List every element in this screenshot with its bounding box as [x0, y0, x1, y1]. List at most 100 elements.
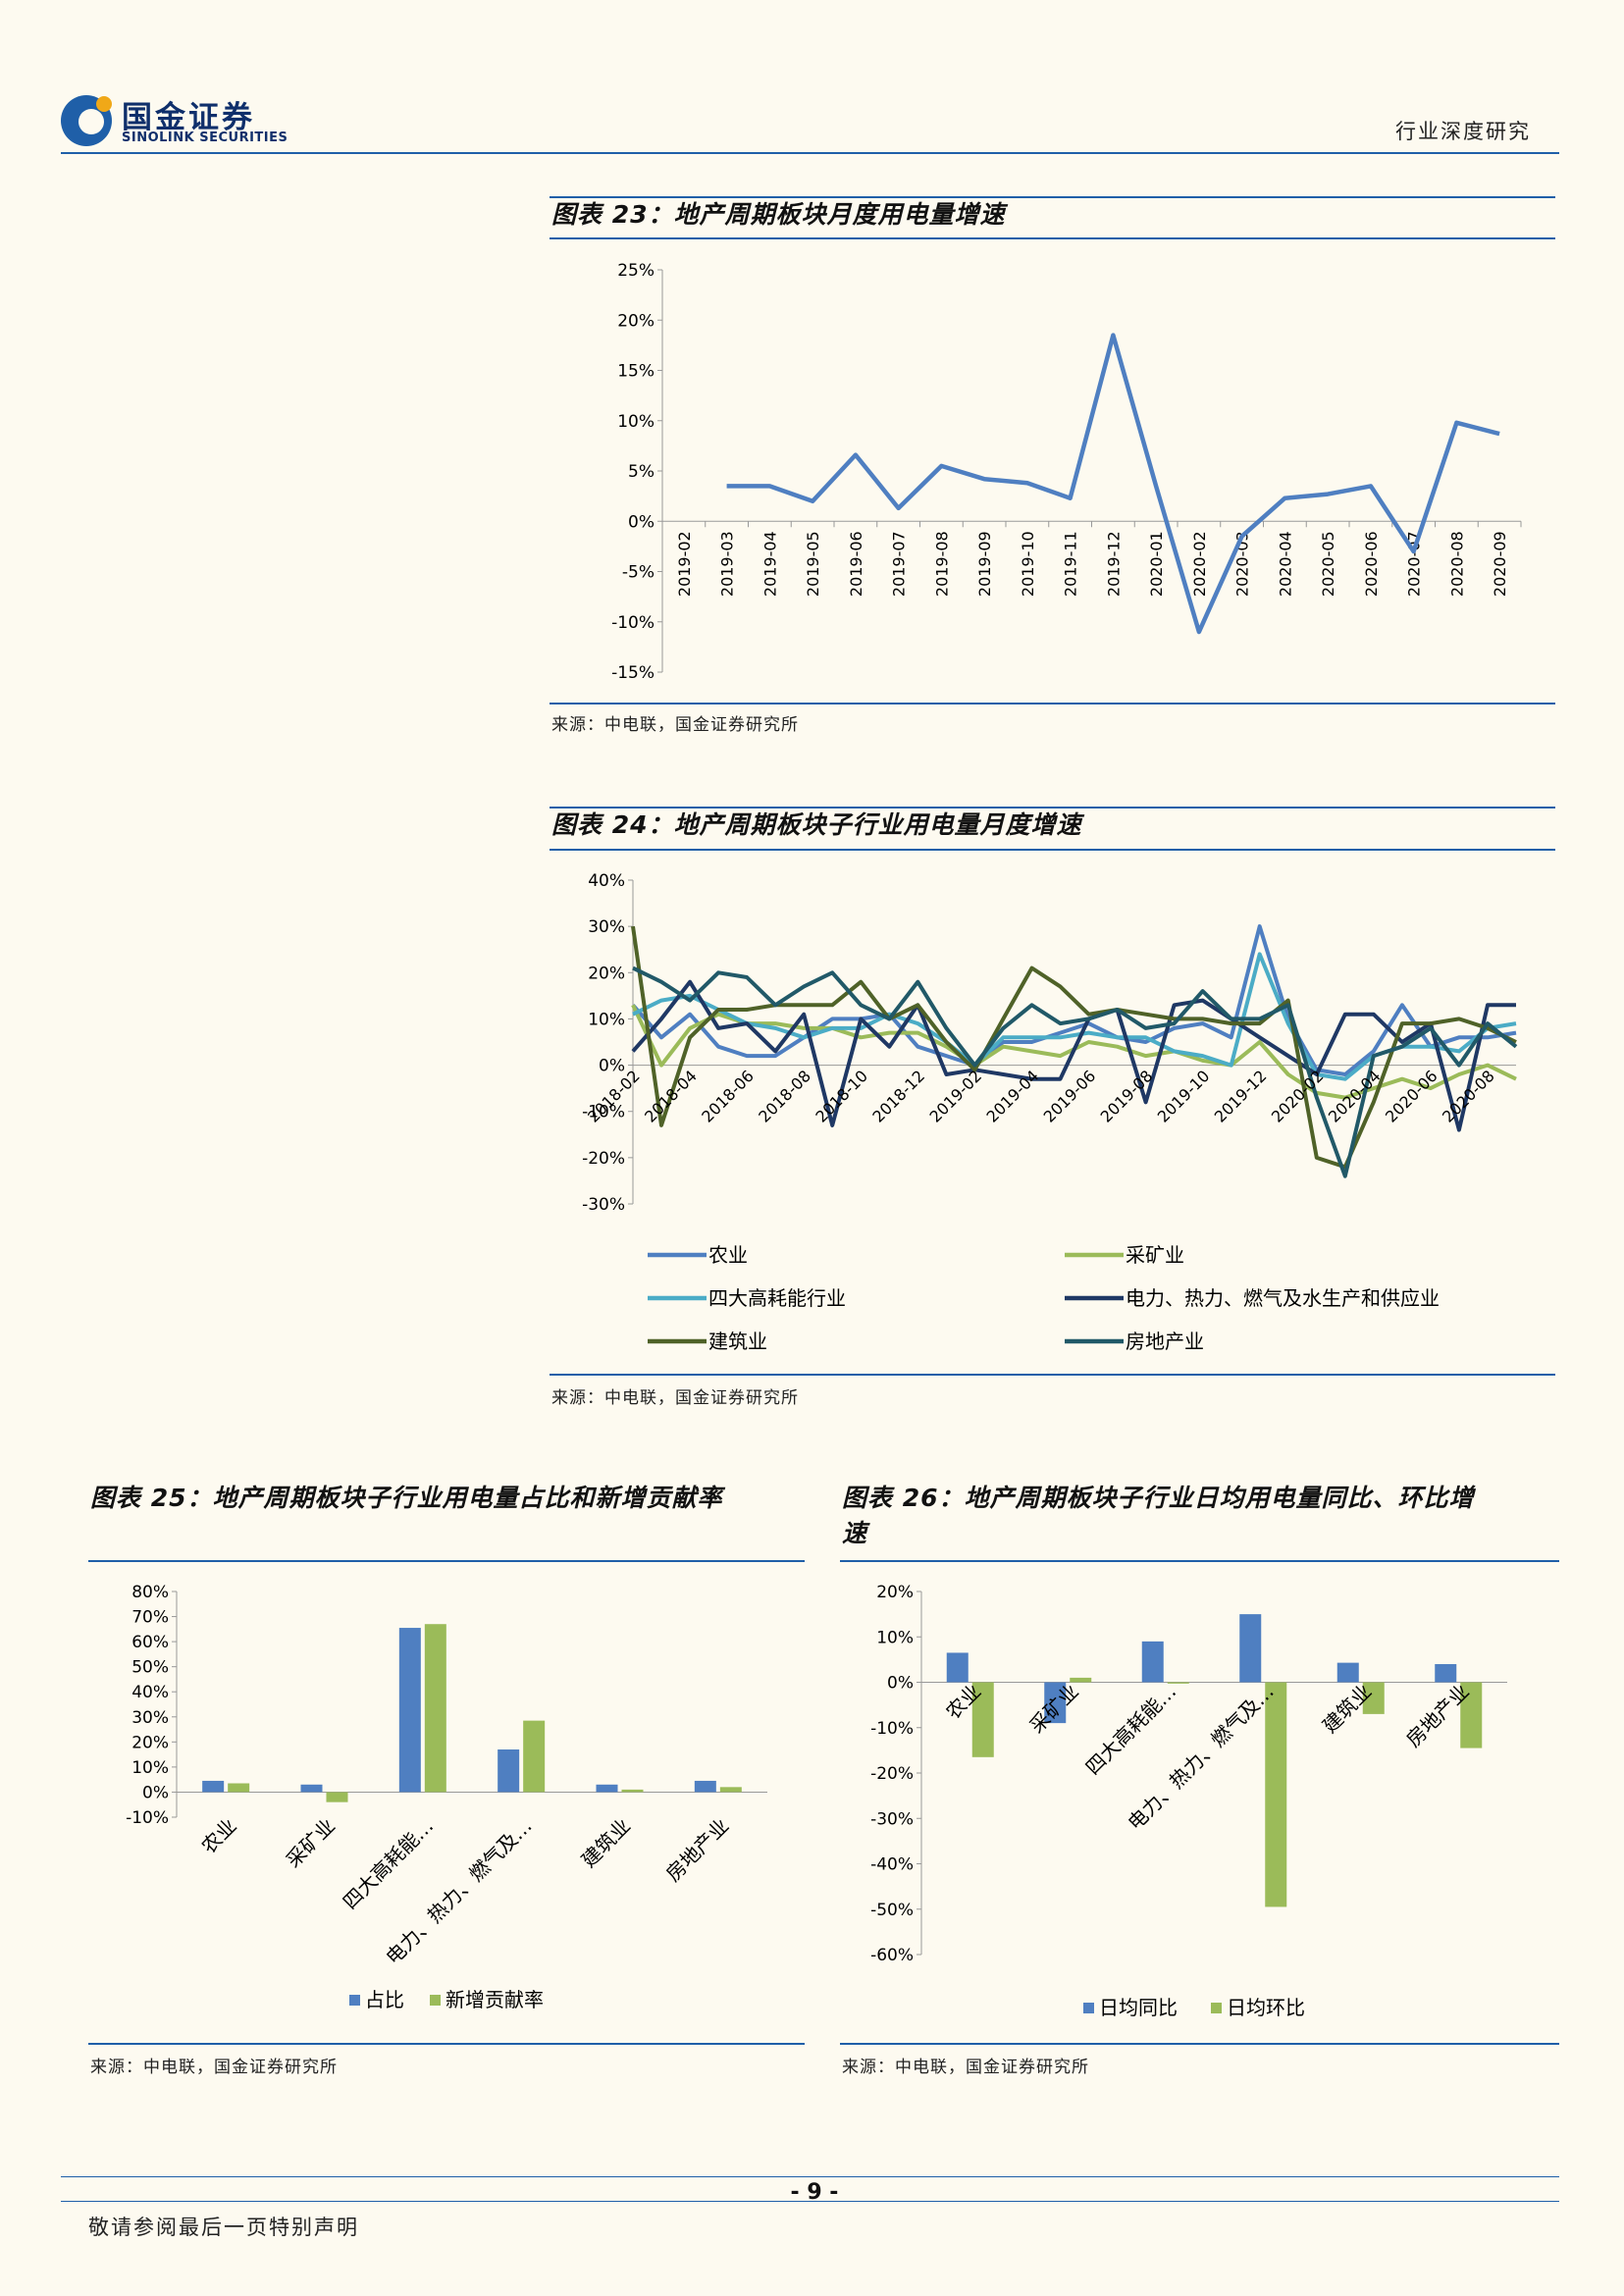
- fig24-top-rule: [550, 807, 1555, 809]
- bar: [621, 1789, 644, 1793]
- x-tick-label: 2019-06: [1040, 1067, 1100, 1126]
- x-tick-label: 四大高耗能…: [1080, 1680, 1180, 1780]
- fig25-bottom-rule: [88, 2043, 805, 2045]
- y-tick-label: 60%: [131, 1633, 169, 1652]
- logo-dot-shape: [96, 96, 112, 112]
- logo-chinese-name: 国金证券: [122, 100, 255, 135]
- x-tick-label: 2020-08: [1447, 531, 1466, 597]
- legend-label: 建筑业: [708, 1330, 767, 1353]
- legend-label: 四大高耗能行业: [708, 1286, 846, 1310]
- x-tick-label: 2019-10: [1019, 531, 1037, 597]
- x-tick-label: 2020-01: [1147, 531, 1166, 597]
- legend-label: 新增贡献率: [445, 1988, 544, 2011]
- bar: [971, 1682, 994, 1757]
- y-tick-label: -10%: [582, 1103, 625, 1122]
- legend-label: 日均同比: [1099, 1996, 1178, 2019]
- series-line: [631, 925, 1517, 1170]
- y-tick-label: 20%: [617, 311, 655, 331]
- bar: [1141, 1641, 1164, 1683]
- legend-label: 农业: [708, 1243, 748, 1267]
- x-tick-label: 2019-11: [1062, 531, 1080, 597]
- x-tick-label: 2019-02: [926, 1067, 986, 1126]
- fig26-title-line2: 速: [842, 1519, 868, 1547]
- y-tick-label: -10%: [126, 1808, 169, 1828]
- x-tick-label: 2019-09: [975, 531, 994, 597]
- bar: [228, 1783, 250, 1793]
- disclaimer: 敬请参阅最后一页特别声明: [88, 2216, 359, 2239]
- fig25-title: 图表 25：地产周期板块子行业用电量占比和新增贡献率: [90, 1484, 723, 1512]
- y-tick-label: -30%: [582, 1195, 625, 1215]
- fig23-chart: 25% 20% 15% 10% 5% 0% -5% -10% -15% 2019-02 2019-0…: [611, 261, 1522, 683]
- x-tick-label: 建筑业: [577, 1814, 635, 1872]
- x-tick-label: 2019-12: [1104, 531, 1123, 597]
- fig23-top-rule: [550, 196, 1555, 198]
- legend-label: 占比: [365, 1988, 404, 2011]
- x-tick-label: 2018-06: [698, 1067, 758, 1126]
- x-tick-label: 2019-10: [1154, 1067, 1214, 1126]
- y-tick-label: 20%: [876, 1583, 914, 1602]
- bar: [523, 1720, 546, 1793]
- y-tick-label: -50%: [870, 1901, 914, 1920]
- y-tick-label: 20%: [588, 964, 625, 983]
- bar: [300, 1784, 323, 1793]
- x-tick-label: 2019-03: [718, 531, 737, 597]
- x-tick-label: 2019-02: [675, 531, 694, 597]
- y-tick-label: -20%: [582, 1149, 625, 1169]
- y-tick-label: -40%: [870, 1855, 914, 1875]
- y-tick-label: -10%: [870, 1719, 914, 1739]
- y-tick-label: 10%: [131, 1758, 169, 1778]
- logo-english-name: SINOLINK SECURITIES: [122, 130, 288, 145]
- x-tick-label: 2018-12: [868, 1067, 928, 1126]
- x-tick-label: 四大高耗能…: [339, 1814, 439, 1914]
- x-tick-label: 2020-08: [1439, 1067, 1498, 1126]
- bar: [596, 1784, 618, 1793]
- x-tick-label: 2019-04: [760, 531, 779, 597]
- y-tick-label: 80%: [131, 1583, 169, 1602]
- footer-rule: [61, 2176, 1559, 2177]
- bar: [1435, 1664, 1457, 1683]
- y-tick-label: 0%: [887, 1674, 914, 1694]
- y-tick-label: 50%: [131, 1658, 169, 1678]
- x-tick-label: 2020-05: [1319, 531, 1337, 597]
- y-tick-label: -20%: [870, 1764, 914, 1784]
- x-tick-label: 2020-04: [1276, 531, 1294, 597]
- page-number: - 9 -: [790, 2180, 839, 2205]
- series-line: [632, 965, 1518, 1178]
- bar: [1044, 1682, 1067, 1724]
- x-tick-label: 2019-08: [932, 531, 951, 597]
- bar: [1336, 1662, 1359, 1683]
- x-tick-label: 2020-06: [1362, 531, 1381, 597]
- fig26-title-rule: [840, 1560, 1559, 1562]
- y-tick-label: 5%: [628, 462, 655, 482]
- x-tick-label: 2019-06: [847, 531, 865, 597]
- legend-label: 日均环比: [1227, 1996, 1305, 2019]
- fig26-chart: 20%10%0%-10%-20%-30%-40%-50%-60%农业 采矿业四大高…: [870, 1583, 1507, 2019]
- series-line: [631, 924, 1517, 1076]
- fig24-chart: 40%30%20%10%0%-10%-20%-30%2018-022018-04…: [582, 871, 1518, 1353]
- y-tick-label: 10%: [617, 412, 655, 432]
- y-tick-label: 0%: [142, 1783, 169, 1802]
- series-line: [726, 333, 1500, 635]
- fig24-source: 来源：中电联，国金证券研究所: [551, 1388, 799, 1408]
- bar: [1265, 1682, 1287, 1907]
- bar: [498, 1749, 520, 1793]
- bar: [202, 1780, 225, 1793]
- x-tick-label: 2019-05: [804, 531, 822, 597]
- x-tick-label: 房地产业: [661, 1814, 734, 1887]
- x-tick-label: 2019-07: [890, 531, 909, 597]
- fig23-source: 来源：中电联，国金证券研究所: [551, 715, 799, 735]
- y-tick-label: 30%: [588, 917, 625, 937]
- bar: [719, 1787, 742, 1793]
- x-tick-label: 2018-08: [755, 1067, 814, 1126]
- x-tick-label: 采矿业: [282, 1814, 340, 1872]
- bar: [694, 1780, 716, 1793]
- logo-inner-shape: [79, 109, 104, 134]
- header-rule: [61, 152, 1559, 154]
- y-tick-label: 25%: [617, 261, 655, 281]
- fig25-source: 来源：中电联，国金证券研究所: [90, 2058, 338, 2077]
- legend-swatch: [349, 1995, 360, 2006]
- fig26-title-line1: 图表 26：地产周期板块子行业日均用电量同比、环比增: [842, 1484, 1475, 1512]
- fig24-title: 图表 24：地产周期板块子行业用电量月度增速: [551, 810, 1082, 839]
- bar: [326, 1792, 348, 1802]
- y-tick-label: 40%: [131, 1683, 169, 1702]
